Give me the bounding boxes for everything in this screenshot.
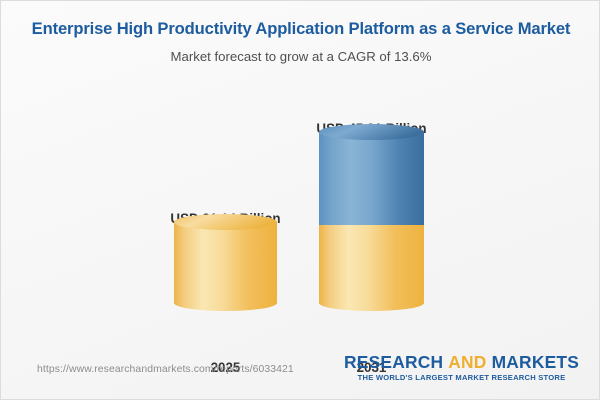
research-and-markets-logo[interactable]: RESEARCH AND MARKETS THE WORLD'S LARGEST… [344, 353, 579, 382]
bar-category-label-2031: 2031 [356, 360, 387, 375]
logo-word-and: AND [448, 352, 487, 372]
chart-title: Enterprise High Productivity Application… [31, 19, 571, 38]
chart-footer: https://www.researchandmarkets.com/repor… [1, 344, 599, 399]
logo-word-research: RESEARCH [344, 352, 444, 372]
bar-category-label-2025: 2025 [210, 360, 241, 375]
logo-word-markets: MARKETS [491, 352, 579, 372]
chart-plot-area: USD 21.14 Billion [1, 1, 599, 375]
chart-header: Enterprise High Productivity Application… [1, 19, 599, 65]
chart-subtitle: Market forecast to grow at a CAGR of 13.… [170, 48, 432, 64]
cylinder-bar-2031[interactable] [319, 124, 424, 311]
report-url[interactable]: https://www.researchandmarkets.com/repor… [37, 364, 294, 375]
logo-tagline: THE WORLD'S LARGEST MARKET RESEARCH STOR… [357, 373, 566, 383]
cylinder-bar-2025[interactable] [174, 214, 277, 311]
logo-wordmark: RESEARCH AND MARKETS [344, 353, 579, 371]
